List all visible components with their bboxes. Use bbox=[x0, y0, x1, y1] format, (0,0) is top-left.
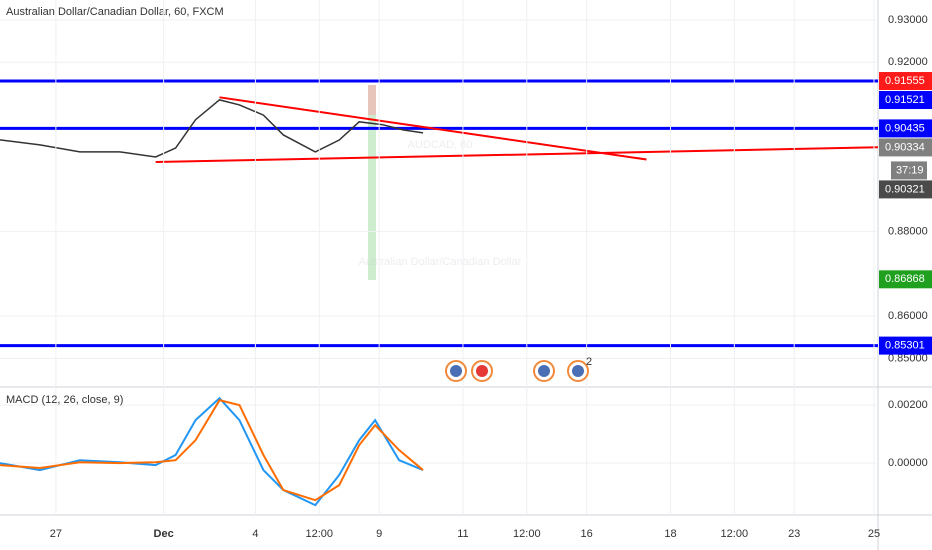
price-label: 0.85301 bbox=[885, 340, 925, 352]
countdown: 37:19 bbox=[896, 164, 924, 176]
y-tick-label: 0.92000 bbox=[888, 56, 928, 68]
watermark: Australian Dollar/Canadian Dollar bbox=[359, 256, 522, 268]
price-label: 0.90435 bbox=[885, 122, 925, 134]
x-tick-label: 18 bbox=[664, 528, 676, 540]
series-line bbox=[0, 399, 424, 502]
price-label-bg bbox=[879, 91, 932, 110]
x-tick-label: Dec bbox=[154, 528, 174, 540]
x-tick-label: 4 bbox=[252, 528, 258, 540]
range-highlight-top bbox=[368, 85, 376, 115]
price-label: 0.90334 bbox=[885, 141, 925, 153]
price-pane: 0.93000 0.92000 0.88000 0.86000 0.85000 AUDCA… bbox=[0, 6, 932, 364]
price-label: 0.91555 bbox=[885, 75, 925, 87]
flag bbox=[476, 365, 488, 377]
flag bbox=[538, 365, 550, 377]
price-label-bg bbox=[879, 180, 932, 199]
price-label-bg bbox=[879, 270, 932, 289]
price-label-bg bbox=[879, 119, 932, 138]
price-label: 0.86868 bbox=[885, 273, 925, 285]
flag bbox=[450, 365, 462, 377]
trend-line bbox=[219, 96, 647, 161]
x-tick-label: 27 bbox=[50, 528, 62, 540]
indicator-title: MACD (12, 26, close, 9) bbox=[6, 394, 123, 406]
x-tick-label: 12:00 bbox=[306, 528, 334, 540]
range-highlight bbox=[368, 85, 376, 280]
trend-line bbox=[155, 146, 879, 164]
y-tick-label: 0.86000 bbox=[888, 310, 928, 322]
macd-pane: 0.00200 0.00000 27 Dec 4 12:00 9 11 12:00 16 18 12:… bbox=[0, 0, 928, 540]
price-label-bg bbox=[879, 138, 932, 157]
price-label: 0.90321 bbox=[885, 183, 925, 195]
watermark: AUDCAD, 60 bbox=[408, 139, 473, 151]
y-tick-label: 0.88000 bbox=[888, 225, 928, 237]
price-label-bg bbox=[879, 336, 932, 355]
event-icons: 2 bbox=[445, 356, 592, 382]
y-tick-label: 0.93000 bbox=[888, 14, 928, 26]
x-tick-label: 23 bbox=[788, 528, 800, 540]
y-tick-label: 0.85000 bbox=[888, 352, 928, 364]
price-label: 0.91521 bbox=[885, 94, 925, 106]
series-line bbox=[0, 396, 424, 507]
chart-title: Australian Dollar/Canadian Dollar, 60, F… bbox=[6, 6, 224, 18]
x-tick-label: 25 bbox=[868, 528, 880, 540]
event-count: 2 bbox=[586, 356, 592, 368]
countdown-bg bbox=[891, 161, 927, 180]
y-tick-label: 0.00000 bbox=[888, 457, 928, 469]
flag bbox=[572, 365, 584, 377]
x-tick-label: 12:00 bbox=[513, 528, 541, 540]
x-tick-label: 12:00 bbox=[721, 528, 749, 540]
x-tick-label: 11 bbox=[457, 528, 468, 540]
series-line bbox=[0, 99, 424, 158]
x-tick-label: 16 bbox=[581, 528, 593, 540]
price-label-bg bbox=[879, 72, 932, 91]
y-tick-label: 0.00200 bbox=[888, 399, 928, 411]
x-tick-label: 9 bbox=[376, 528, 382, 540]
